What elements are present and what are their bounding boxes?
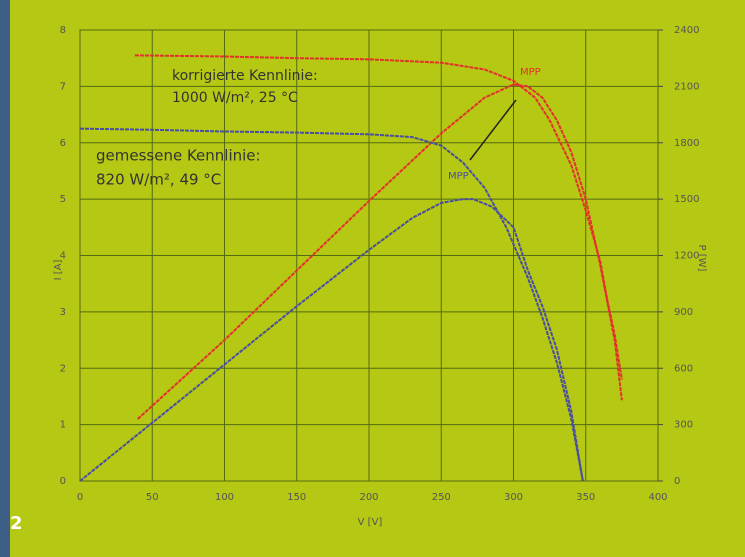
chart: korrigierte Kennlinie: 1000 W/m², 25 °C … [0, 0, 745, 557]
y2-tick-label: 1200 [674, 251, 699, 262]
y2-tick-label: 2400 [674, 25, 699, 36]
x-tick-label: 300 [504, 492, 523, 503]
y-tick-label: 5 [60, 194, 66, 205]
x-tick-label: 100 [215, 492, 234, 503]
x-axis-label: V [V] [358, 517, 383, 528]
x-tick-label: 250 [432, 492, 451, 503]
photo-edge [0, 0, 10, 557]
x-tick-label: 0 [77, 492, 83, 503]
y2-tick-label: 2100 [674, 81, 699, 92]
mpp-arrow [470, 100, 516, 160]
y2-tick-label: 300 [674, 420, 693, 431]
mpp-label: MPP [448, 171, 469, 182]
y-tick-label: 2 [60, 363, 66, 374]
x-tick-label: 200 [359, 492, 378, 503]
y-axis-label: I [A] [53, 260, 64, 281]
series-line [80, 199, 583, 481]
x-tick-label: 350 [576, 492, 595, 503]
y-tick-label: 1 [60, 420, 66, 431]
annotation: 1000 W/m², 25 °C [172, 90, 298, 106]
x-tick-label: 150 [287, 492, 306, 503]
y-tick-label: 8 [60, 25, 66, 36]
y2-tick-label: 600 [674, 363, 693, 374]
y-tick-label: 0 [60, 476, 66, 487]
series-line [138, 84, 622, 418]
annotation: korrigierte Kennlinie: [172, 68, 318, 84]
mpp-label: MPP [520, 67, 541, 78]
y-tick-label: 7 [60, 81, 66, 92]
page: {"chart_data": {"type": "line", "xlabel"… [0, 0, 745, 557]
y2-tick-label: 1800 [674, 138, 699, 149]
y2-tick-label: 0 [674, 476, 680, 487]
x-tick-label: 400 [648, 492, 667, 503]
annotation: gemessene Kennlinie: [96, 147, 261, 165]
y2-tick-label: 1500 [674, 194, 699, 205]
x-tick-label: 50 [146, 492, 159, 503]
y-tick-label: 6 [60, 138, 66, 149]
y2-tick-label: 900 [674, 307, 693, 318]
y-tick-label: 3 [60, 307, 66, 318]
y-tick-label: 4 [60, 251, 66, 262]
figure-number: 2 [10, 513, 23, 534]
annotation: 820 W/m², 49 °C [96, 171, 221, 189]
